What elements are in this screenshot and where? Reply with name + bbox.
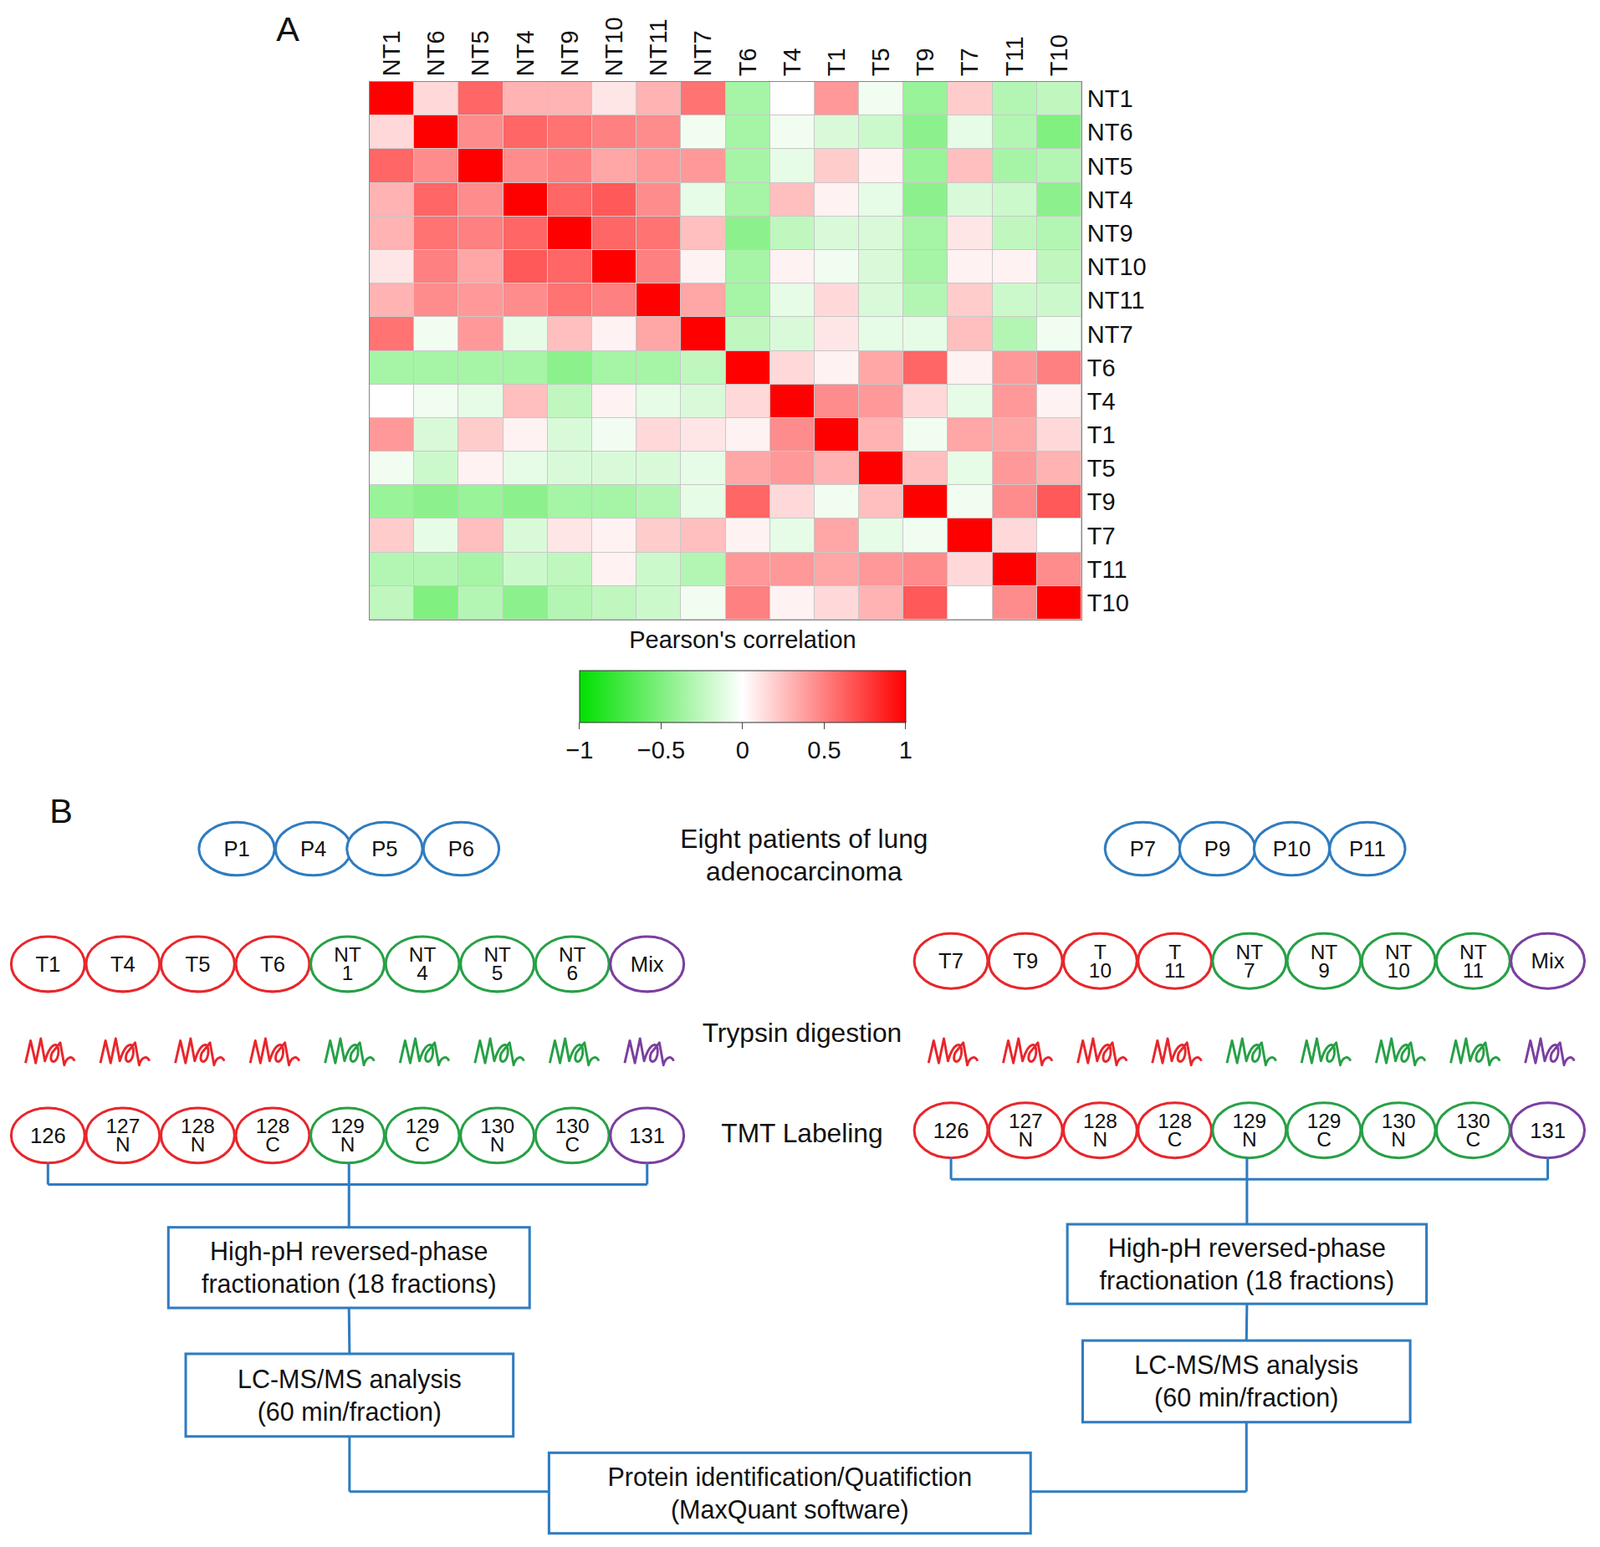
svg-text:T5: T5 xyxy=(867,47,895,77)
svg-text:T7: T7 xyxy=(1087,522,1116,550)
svg-text:130C: 130C xyxy=(555,1114,590,1156)
svg-text:T10: T10 xyxy=(1087,589,1130,617)
svg-text:NT10: NT10 xyxy=(1087,253,1147,281)
svg-text:NT4: NT4 xyxy=(408,943,437,985)
svg-text:NT4: NT4 xyxy=(1087,186,1134,214)
svg-text:T11: T11 xyxy=(1164,940,1186,982)
svg-text:High-pH reversed-phasefraction: High-pH reversed-phasefractionation (18 … xyxy=(1099,1233,1396,1296)
svg-text:129N: 129N xyxy=(1231,1109,1267,1151)
svg-text:TMT Labeling: TMT Labeling xyxy=(720,1118,883,1149)
svg-text:T6: T6 xyxy=(260,952,286,977)
svg-text:0.5: 0.5 xyxy=(807,736,841,764)
svg-text:126: 126 xyxy=(933,1119,970,1143)
svg-text:P11: P11 xyxy=(1349,837,1386,861)
svg-text:NT6: NT6 xyxy=(1087,118,1134,146)
svg-text:NT1: NT1 xyxy=(1087,85,1134,113)
svg-text:−0.5: −0.5 xyxy=(637,736,685,764)
svg-text:T1: T1 xyxy=(823,47,850,77)
svg-text:129C: 129C xyxy=(405,1114,440,1156)
svg-text:127N: 127N xyxy=(1008,1109,1043,1151)
svg-text:T7: T7 xyxy=(955,47,983,77)
svg-text:−1: −1 xyxy=(565,736,593,764)
svg-text:128N: 128N xyxy=(1083,1109,1118,1151)
svg-text:T11: T11 xyxy=(1087,556,1128,583)
svg-text:NT11: NT11 xyxy=(644,18,672,77)
svg-text:LC-MS/MS analysis(60 min/fract: LC-MS/MS analysis(60 min/fraction) xyxy=(237,1364,462,1427)
svg-text:NT5: NT5 xyxy=(466,30,494,77)
svg-text:T6: T6 xyxy=(1087,354,1116,382)
svg-text:T10: T10 xyxy=(1045,34,1073,77)
svg-text:P7: P7 xyxy=(1129,837,1156,861)
svg-text:High-pH reversed-phasefraction: High-pH reversed-phasefractionation (18 … xyxy=(201,1237,497,1299)
svg-text:P4: P4 xyxy=(300,837,327,861)
svg-text:129N: 129N xyxy=(330,1114,365,1156)
svg-text:T5: T5 xyxy=(184,952,210,977)
svg-text:NT1: NT1 xyxy=(333,943,362,985)
svg-text:128N: 128N xyxy=(180,1114,215,1156)
svg-text:NT7: NT7 xyxy=(1236,940,1264,982)
svg-text:Mix: Mix xyxy=(630,952,665,977)
svg-text:B: B xyxy=(49,791,73,831)
svg-text:129C: 129C xyxy=(1307,1109,1342,1151)
svg-text:NT1: NT1 xyxy=(378,30,405,77)
svg-text:NT7: NT7 xyxy=(1087,321,1134,348)
svg-text:NT4: NT4 xyxy=(511,30,539,77)
svg-text:Protein identification/Quatifi: Protein identification/Quatifiction(MaxQ… xyxy=(607,1462,972,1525)
svg-text:T4: T4 xyxy=(1087,388,1116,415)
svg-text:T11: T11 xyxy=(1001,35,1028,77)
svg-text:NT11: NT11 xyxy=(1459,940,1488,982)
svg-text:NT5: NT5 xyxy=(483,943,512,985)
svg-text:T4: T4 xyxy=(778,47,806,77)
svg-text:P10: P10 xyxy=(1272,837,1312,861)
svg-text:131: 131 xyxy=(628,1124,665,1148)
svg-text:130C: 130C xyxy=(1456,1109,1491,1151)
svg-text:NT5: NT5 xyxy=(1087,153,1134,180)
svg-text:T9: T9 xyxy=(911,47,939,77)
svg-text:NT11: NT11 xyxy=(1087,286,1146,314)
svg-text:Mix: Mix xyxy=(1531,949,1565,973)
svg-text:P1: P1 xyxy=(223,837,250,861)
svg-text:T5: T5 xyxy=(1087,454,1116,482)
svg-text:T1: T1 xyxy=(35,952,61,977)
svg-text:126: 126 xyxy=(30,1124,67,1148)
svg-text:T6: T6 xyxy=(734,47,762,77)
svg-text:T1: T1 xyxy=(1087,421,1116,449)
svg-text:T4: T4 xyxy=(110,952,136,977)
svg-text:P9: P9 xyxy=(1204,837,1231,861)
svg-text:NT9: NT9 xyxy=(556,30,583,77)
svg-text:T10: T10 xyxy=(1088,940,1112,982)
svg-text:NT10: NT10 xyxy=(1385,940,1413,982)
svg-text:T9: T9 xyxy=(1012,949,1038,973)
svg-text:NT10: NT10 xyxy=(600,16,628,77)
svg-text:T9: T9 xyxy=(1087,488,1116,516)
svg-text:A: A xyxy=(276,9,300,49)
svg-text:NT9: NT9 xyxy=(1087,219,1134,247)
svg-text:128C: 128C xyxy=(255,1114,291,1156)
svg-text:P6: P6 xyxy=(448,837,475,861)
svg-text:LC-MS/MS analysis(60 min/fract: LC-MS/MS analysis(60 min/fraction) xyxy=(1134,1350,1359,1413)
svg-text:NT6: NT6 xyxy=(558,943,587,985)
svg-text:128C: 128C xyxy=(1157,1109,1192,1151)
svg-text:130N: 130N xyxy=(1381,1109,1416,1151)
svg-text:P5: P5 xyxy=(371,837,398,861)
svg-text:NT6: NT6 xyxy=(422,30,450,77)
svg-text:Pearson's correlation: Pearson's correlation xyxy=(628,626,857,654)
svg-text:Trypsin digestion: Trypsin digestion xyxy=(702,1017,903,1048)
svg-text:1: 1 xyxy=(899,736,913,764)
svg-text:131: 131 xyxy=(1529,1119,1566,1143)
svg-text:0: 0 xyxy=(736,736,750,764)
svg-text:Eight patients of lungadenocar: Eight patients of lungadenocarcinoma xyxy=(679,823,928,887)
svg-text:NT9: NT9 xyxy=(1310,940,1339,982)
svg-text:NT7: NT7 xyxy=(689,30,716,77)
svg-text:127N: 127N xyxy=(106,1114,141,1156)
svg-text:130N: 130N xyxy=(480,1114,515,1156)
svg-text:T7: T7 xyxy=(938,949,964,973)
